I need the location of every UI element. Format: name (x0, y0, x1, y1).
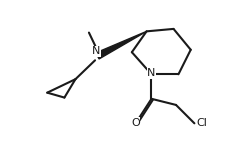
Text: N: N (92, 47, 101, 56)
Polygon shape (96, 31, 147, 59)
Text: Cl: Cl (196, 118, 207, 128)
Text: N: N (147, 68, 156, 78)
Text: O: O (131, 118, 140, 128)
